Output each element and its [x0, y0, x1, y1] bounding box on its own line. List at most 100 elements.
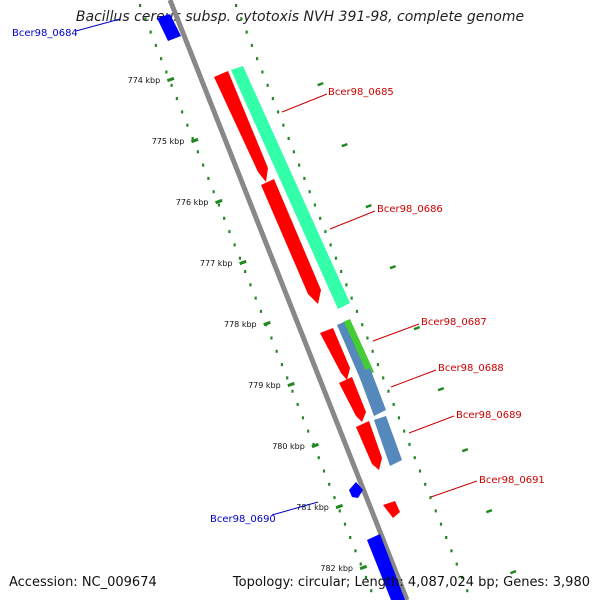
- cds-bcer98-0689[interactable]: [356, 421, 382, 470]
- track-dot: [212, 190, 215, 194]
- track-dot: [324, 230, 327, 234]
- track-dot: [434, 509, 437, 513]
- tick-label: 778 kbp: [224, 320, 257, 329]
- track-dot: [256, 57, 259, 61]
- outer-tick-track: [235, 4, 469, 593]
- track-dot: [275, 349, 278, 353]
- cds-bottom-blue[interactable]: [367, 534, 405, 600]
- track-dot: [387, 389, 390, 393]
- track-dot: [296, 403, 299, 406]
- track-dot: [313, 203, 317, 207]
- outer-major-tick-mark: [485, 508, 493, 514]
- gene-label-bcer98-0684[interactable]: Bcer98_0684: [12, 28, 78, 39]
- gene-label-bcer98-0689[interactable]: Bcer98_0689: [456, 410, 522, 421]
- track-dot: [202, 163, 205, 167]
- track-dot: [249, 283, 252, 287]
- feature-bcer98-0688[interactable]: [358, 368, 386, 416]
- outer-major-tick-mark: [437, 386, 445, 392]
- tick-label: 774 kbp: [128, 76, 161, 85]
- track-dot: [364, 575, 368, 579]
- gene-label-bcer98-0686[interactable]: Bcer98_0686: [377, 204, 443, 215]
- track-dot: [235, 4, 238, 7]
- gene-label-bcer98-0690[interactable]: Bcer98_0690: [210, 514, 276, 525]
- tick-labels: 774 kbp 775 kbp 776 kbp 777 kbp 778 kbp 779 k…: [128, 76, 368, 573]
- track-dot: [223, 216, 226, 220]
- cds-bcer98-0687[interactable]: [320, 328, 350, 380]
- outer-major-tick-mark: [413, 325, 421, 331]
- leader-bcer98-0686: [329, 210, 376, 230]
- track-dot: [329, 243, 332, 247]
- major-tick-mark: [263, 320, 271, 327]
- track-dot: [207, 176, 210, 180]
- outer-major-tick-mark: [509, 569, 517, 575]
- track-dot: [144, 17, 147, 21]
- track-dot: [165, 70, 168, 74]
- leader-bcer98-0684: [75, 18, 121, 32]
- gene-label-bcer98-0691[interactable]: Bcer98_0691: [479, 475, 545, 486]
- map-title: Bacillus cereus subsp. cytotoxis NVH 391…: [75, 9, 525, 25]
- cds-bcer98-0690[interactable]: [349, 482, 363, 498]
- track-dot: [397, 416, 401, 420]
- cds-bcer98-0685[interactable]: [214, 71, 268, 182]
- leader-bcer98-0688: [390, 369, 437, 388]
- feature-bcer98-0687-steel[interactable]: [337, 322, 370, 383]
- track-dot: [181, 110, 184, 114]
- track-dot: [160, 57, 163, 61]
- track-dot: [466, 589, 469, 593]
- accession-text: Accession: NC_009674: [9, 575, 157, 590]
- track-dot: [301, 416, 305, 420]
- tick-label: 779 kbp: [248, 381, 281, 390]
- gene-label-bcer98-0685[interactable]: Bcer98_0685: [328, 87, 394, 98]
- track-dot: [303, 176, 306, 180]
- outer-major-tick-mark: [365, 203, 372, 209]
- genome-summary-text: Topology: circular; Length: 4,087,024 bp…: [232, 575, 590, 590]
- track-dot: [455, 562, 458, 566]
- major-tick-mark: [287, 381, 295, 388]
- track-dot: [376, 363, 380, 367]
- track-dot: [345, 283, 348, 287]
- track-dot: [292, 150, 295, 154]
- tick-label: 775 kbp: [152, 137, 185, 146]
- tick-label: 776 kbp: [176, 198, 209, 207]
- feature-bcer98-0687[interactable]: [343, 319, 374, 376]
- track-dot: [266, 83, 269, 87]
- track-dot: [338, 509, 341, 513]
- cds-bcer98-0686[interactable]: [261, 179, 321, 304]
- cds-bcer98-0691[interactable]: [383, 501, 400, 518]
- track-dot: [350, 296, 353, 300]
- gene-label-bcer98-0687[interactable]: Bcer98_0687: [421, 317, 487, 328]
- track-dot: [149, 30, 152, 34]
- tick-label: 781 kbp: [296, 503, 329, 512]
- track-dot: [317, 456, 320, 460]
- track-dot: [291, 389, 294, 393]
- track-dot: [355, 309, 359, 313]
- track-dot: [429, 496, 432, 500]
- track-dot: [359, 562, 362, 566]
- track-dot: [228, 230, 231, 234]
- track-dot: [250, 43, 253, 47]
- leader-bcer98-0685: [281, 93, 328, 113]
- track-dot: [259, 309, 263, 313]
- cds-bcer98-0688[interactable]: [339, 377, 366, 422]
- track-dot: [366, 336, 369, 340]
- track-dot: [371, 349, 374, 353]
- leader-bcer98-0691: [430, 480, 478, 498]
- track-dot: [271, 97, 274, 101]
- feature-bcer98-0689[interactable]: [374, 416, 402, 466]
- track-dot: [322, 469, 326, 473]
- track-dot: [245, 30, 248, 34]
- major-tick-mark: [190, 137, 199, 144]
- feature-bcer98-0685-0686[interactable]: [231, 66, 350, 309]
- outer-major-tick-mark: [389, 264, 397, 270]
- track-dot: [270, 336, 273, 340]
- track-dot: [450, 549, 453, 553]
- gene-label-bcer98-0688[interactable]: Bcer98_0688: [438, 363, 504, 374]
- track-dot: [307, 429, 310, 433]
- track-dot: [439, 522, 443, 526]
- track-dot: [413, 456, 416, 460]
- leader-bcer98-0690: [271, 501, 319, 516]
- track-dot: [408, 442, 411, 446]
- outer-major-tick-mark: [341, 142, 348, 148]
- track-dot: [418, 469, 422, 473]
- cds-bcer98-0684[interactable]: [157, 14, 181, 41]
